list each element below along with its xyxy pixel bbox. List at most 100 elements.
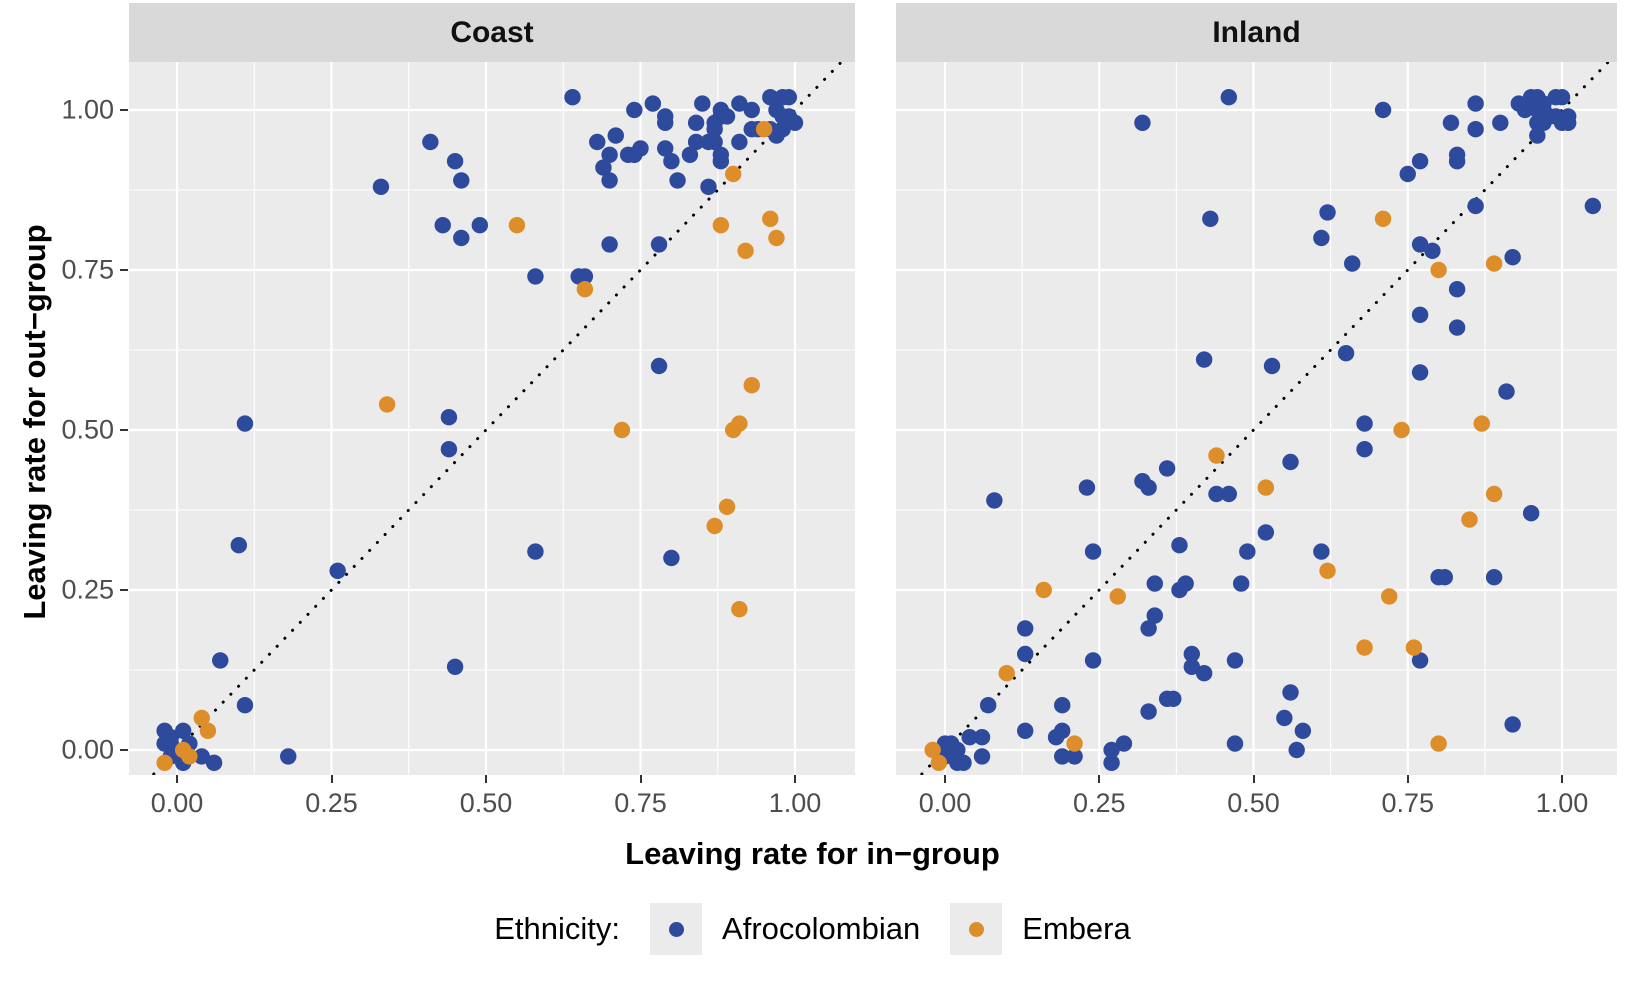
data-point-embera	[712, 217, 730, 234]
data-point-afrocolombian	[453, 172, 470, 189]
data-point-afrocolombian	[329, 562, 346, 579]
data-point-embera	[718, 498, 736, 515]
data-point-afrocolombian	[1177, 575, 1194, 592]
x-tick-mark	[944, 775, 946, 783]
data-point-embera	[1405, 639, 1423, 656]
data-point-embera	[181, 748, 198, 765]
data-point-afrocolombian	[1411, 652, 1429, 669]
data-point-afrocolombian	[1140, 620, 1157, 637]
data-point-afrocolombian	[1084, 652, 1102, 669]
data-point-embera	[725, 165, 742, 183]
data-point-afrocolombian	[1319, 204, 1336, 221]
data-point-embera	[924, 741, 941, 759]
data-point-embera	[1430, 735, 1447, 752]
data-point-afrocolombian	[1448, 153, 1466, 170]
data-point-afrocolombian	[731, 95, 748, 112]
data-point-afrocolombian	[205, 754, 223, 771]
x-tick-label: 0.25	[305, 788, 358, 818]
data-point-afrocolombian	[669, 172, 686, 189]
data-point-embera	[1035, 581, 1052, 599]
identity-line	[150, 62, 844, 775]
data-point-afrocolombian	[979, 697, 997, 714]
data-point-afrocolombian	[1140, 703, 1157, 720]
data-point-afrocolombian	[1220, 485, 1238, 503]
x-tick-label: 0.00	[918, 788, 972, 818]
x-tick-mark	[1252, 775, 1255, 783]
data-point-afrocolombian	[1448, 319, 1466, 336]
data-point-afrocolombian	[1066, 748, 1083, 765]
data-point-afrocolombian	[564, 89, 581, 106]
data-point-embera	[193, 709, 210, 727]
data-point-afrocolombian	[1017, 645, 1034, 663]
data-point-afrocolombian	[1498, 383, 1515, 400]
data-point-embera	[731, 415, 748, 432]
data-point-embera	[1381, 588, 1398, 605]
data-point-afrocolombian	[446, 153, 464, 170]
data-point-afrocolombian	[601, 146, 618, 163]
data-point-afrocolombian	[1282, 453, 1299, 471]
x-tick-mark	[176, 775, 178, 783]
legend-entry-embera: Embera	[950, 903, 1131, 955]
y-tick-label: 1.00	[61, 94, 114, 125]
legend-title: Ethnicity:	[494, 911, 621, 946]
data-point-embera	[1393, 421, 1410, 439]
data-point-embera	[1109, 588, 1126, 605]
data-point-afrocolombian	[236, 697, 254, 714]
data-point-afrocolombian	[1158, 460, 1176, 477]
data-point-afrocolombian	[434, 217, 451, 234]
data-point-afrocolombian	[372, 178, 390, 195]
data-point-afrocolombian	[422, 133, 439, 151]
data-point-afrocolombian	[1467, 95, 1484, 112]
data-point-embera	[1257, 479, 1275, 496]
data-point-afrocolombian	[1356, 441, 1373, 458]
data-point-afrocolombian	[1584, 197, 1602, 215]
x-tick-label: 0.50	[459, 788, 513, 818]
data-point-afrocolombian	[1411, 364, 1429, 381]
legend-entry-label: Afrocolombian	[722, 911, 921, 946]
embera-dot-icon	[968, 921, 984, 937]
data-point-afrocolombian	[1263, 357, 1281, 375]
data-point-afrocolombian	[607, 127, 624, 144]
data-point-afrocolombian	[1134, 114, 1151, 131]
facet-strip-inland: Inland	[896, 3, 1617, 62]
data-point-afrocolombian	[1115, 735, 1133, 752]
data-point-afrocolombian	[1411, 153, 1429, 170]
x-tick-label: 1.00	[1535, 788, 1589, 818]
data-point-afrocolombian	[1485, 569, 1503, 586]
data-point-afrocolombian	[663, 549, 680, 567]
data-point-afrocolombian	[1411, 306, 1429, 323]
data-point-afrocolombian	[1529, 127, 1546, 144]
data-point-afrocolombian	[527, 543, 544, 560]
data-point-afrocolombian	[1220, 89, 1238, 106]
facet-strip-coast: Coast	[129, 3, 855, 62]
facet-strip-label: Inland	[1212, 15, 1301, 49]
data-point-afrocolombian	[1183, 645, 1200, 663]
y-tick-mark	[120, 269, 128, 271]
legend: Ethnicity: Afrocolombian Embera	[0, 898, 1625, 960]
data-point-afrocolombian	[768, 127, 785, 144]
data-point-afrocolombian	[601, 236, 618, 253]
data-point-afrocolombian	[687, 133, 705, 151]
data-point-afrocolombian	[650, 357, 668, 375]
data-point-embera	[737, 242, 754, 259]
data-point-afrocolombian	[743, 121, 760, 138]
data-point-afrocolombian	[743, 101, 760, 119]
data-point-afrocolombian	[1424, 242, 1441, 259]
data-point-afrocolombian	[1467, 121, 1484, 138]
data-point-afrocolombian	[786, 114, 804, 131]
data-point-afrocolombian	[1202, 210, 1219, 227]
data-point-afrocolombian	[955, 754, 972, 771]
x-tick-label: 0.75	[1381, 788, 1435, 818]
data-point-embera	[1356, 639, 1373, 656]
data-point-afrocolombian	[706, 121, 723, 138]
data-point-afrocolombian	[1165, 690, 1182, 707]
data-point-embera	[378, 396, 396, 413]
legend-key-box	[950, 903, 1003, 955]
data-point-embera	[199, 722, 217, 739]
data-point-afrocolombian	[1140, 479, 1157, 496]
data-point-afrocolombian	[1504, 716, 1521, 733]
data-point-afrocolombian	[632, 140, 649, 157]
data-point-embera	[508, 217, 526, 234]
x-tick-label: 0.50	[1227, 788, 1280, 818]
